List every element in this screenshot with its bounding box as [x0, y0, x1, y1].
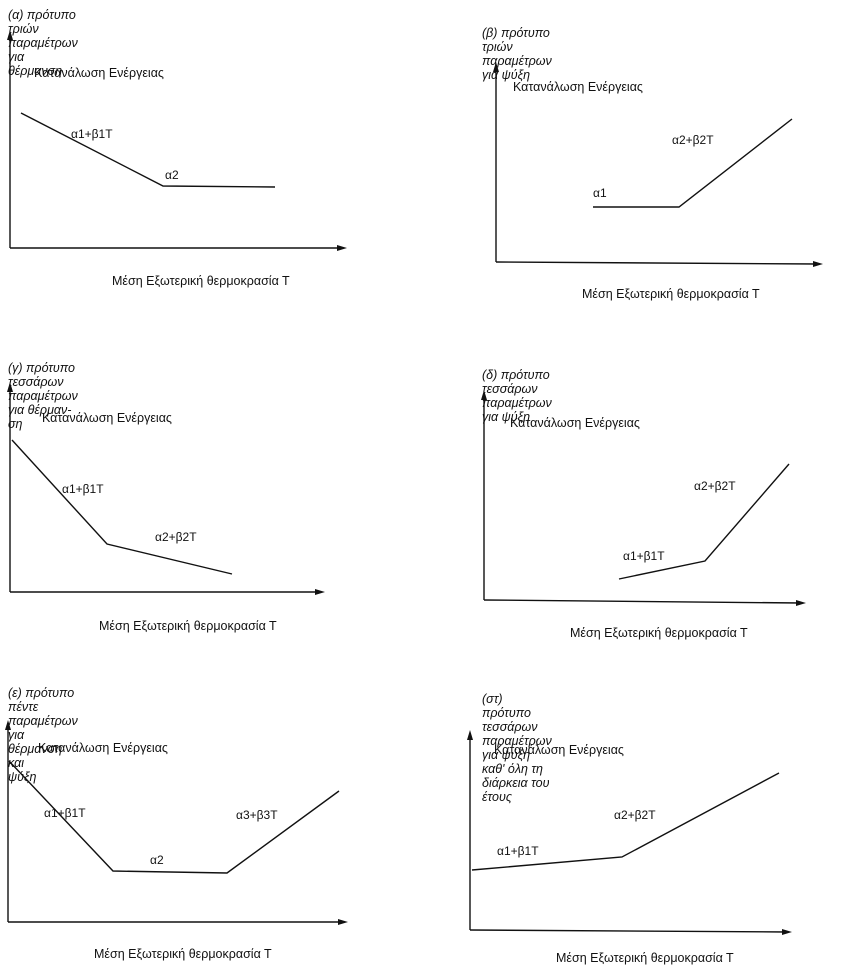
model-line: [11, 439, 233, 575]
y-axis-label: Κατανάλωση Ενέργειας: [513, 80, 643, 94]
segment-label: α3+β3T: [236, 808, 278, 822]
x-axis-arrow: [782, 929, 792, 935]
panel-title: (δ) πρότυπο τεσσάρων παραμέτρων για ψύξη: [482, 368, 552, 424]
y-axis-arrow: [7, 30, 13, 40]
y-axis-label: Κατανάλωση Ενέργειας: [42, 411, 172, 425]
model-line: [593, 118, 793, 208]
segment-label: α1+β1T: [71, 127, 113, 141]
x-axis: [483, 599, 802, 604]
y-axis-arrow: [7, 382, 13, 392]
segment-label: α1+β1T: [62, 482, 104, 496]
segment-label: α2+β2T: [672, 133, 714, 147]
x-axis-arrow: [337, 245, 347, 251]
model-line: [8, 760, 340, 874]
segment-label: α1: [593, 186, 607, 200]
x-axis-arrow: [338, 919, 348, 925]
y-axis-arrow: [481, 390, 487, 400]
x-axis-label: Μέση Εξωτερική θερμοκρασία Τ: [582, 287, 760, 301]
segment-label: α1+β1T: [44, 806, 86, 820]
y-axis-label: Κατανάλωση Ενέργειας: [494, 743, 624, 757]
x-axis-label: Μέση Εξωτερική θερμοκρασία Τ: [112, 274, 290, 288]
panel-title: (γ) πρότυπο τεσσάρων παραμέτρων για θέρμ…: [8, 361, 78, 431]
segment-label: α1+β1T: [623, 549, 665, 563]
segment-label: α2: [165, 168, 179, 182]
x-axis: [469, 929, 788, 933]
x-axis-label: Μέση Εξωτερική θερμοκρασία Τ: [570, 626, 748, 640]
x-axis-label: Μέση Εξωτερική θερμοκρασία Τ: [99, 619, 277, 633]
model-line: [471, 772, 780, 871]
x-axis-label: Μέση Εξωτερική θερμοκρασία Τ: [94, 947, 272, 961]
segment-label: α2+β2T: [614, 808, 656, 822]
x-axis-arrow: [813, 261, 823, 267]
panel-title: (στ) πρότυπο τεσσάρων παραμέτρων για ψύξ…: [482, 692, 552, 804]
panel-title: (β) πρότυπο τριών παραμέτρων για ψύξη: [482, 26, 552, 82]
panel-title: (ε) πρότυπο πέντε παραμέτρων για θέρμανσ…: [8, 686, 78, 784]
y-axis-arrow: [493, 62, 499, 72]
panel-title: (α) πρότυπο τριών παραμέτρων για θέρμανσ…: [8, 8, 78, 78]
y-axis-arrow: [5, 720, 11, 730]
segment-label: α1+β1T: [497, 844, 539, 858]
x-axis: [495, 261, 819, 265]
model-line: [618, 463, 790, 580]
x-axis-arrow: [796, 600, 806, 606]
x-axis-label: Μέση Εξωτερική θερμοκρασία Τ: [556, 951, 734, 965]
y-axis-label: Κατανάλωση Ενέργειας: [34, 66, 164, 80]
y-axis-label: Κατανάλωση Ενέργειας: [510, 416, 640, 430]
x-axis-arrow: [315, 589, 325, 595]
y-axis-label: Κατανάλωση Ενέργειας: [38, 741, 168, 755]
segment-label: α2: [150, 853, 164, 867]
segment-label: α2+β2T: [694, 479, 736, 493]
segment-label: α2+β2T: [155, 530, 197, 544]
model-line: [20, 112, 276, 188]
y-axis-arrow: [467, 730, 473, 740]
